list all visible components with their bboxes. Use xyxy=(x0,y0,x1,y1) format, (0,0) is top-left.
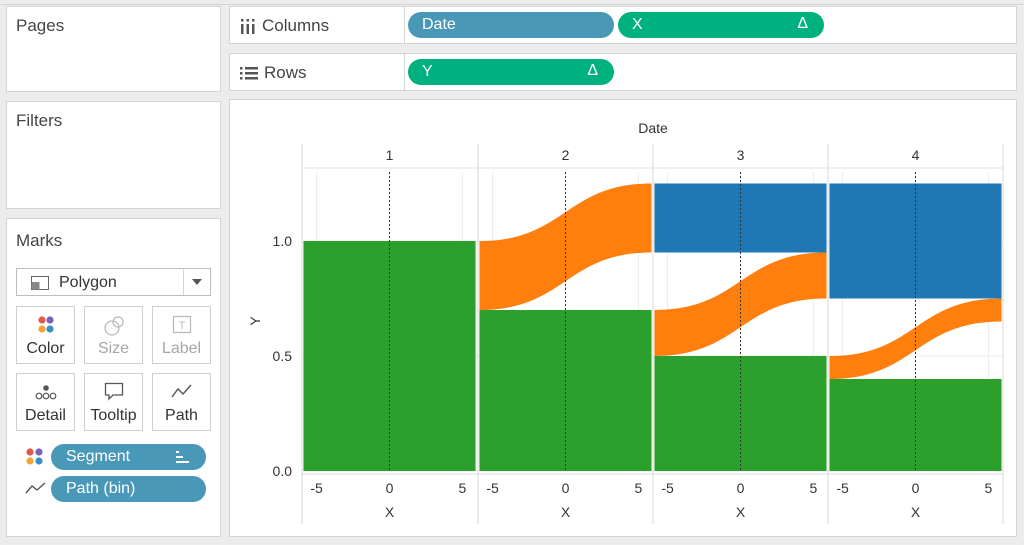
x-tick-label: 0 xyxy=(912,480,920,496)
top-strip xyxy=(0,0,1024,5)
x-axis-label: X xyxy=(385,504,395,520)
path-button[interactable]: Path xyxy=(152,373,211,431)
x-tick-label: 5 xyxy=(635,480,643,496)
x-pill[interactable]: X Δ xyxy=(618,12,824,38)
path-shelf-icon xyxy=(25,482,46,494)
x-tick-label: 0 xyxy=(737,480,745,496)
x-tick-label: 5 xyxy=(459,480,467,496)
path-bin-pill[interactable]: Path (bin) xyxy=(51,476,206,502)
segment-pill-label: Segment xyxy=(66,448,131,465)
column-header-title: Date xyxy=(638,120,668,136)
x-tick-label: -5 xyxy=(486,480,499,496)
size-button[interactable]: Size xyxy=(84,306,143,364)
x-tick-label: 5 xyxy=(810,480,818,496)
polygon-mark-icon xyxy=(31,276,49,290)
x-tick-label: 5 xyxy=(985,480,993,496)
y-pill-label: Y xyxy=(422,63,433,80)
mark-type-label: Polygon xyxy=(59,274,117,291)
label-icon: T xyxy=(153,315,210,337)
x-axis-label: X xyxy=(736,504,746,520)
view-area: Date 1 -5 0 5 X 2 -5 0 5 X 3 -5 0 5 X 4 -5 0 5 X 0.0 0.5 1.0 Y xyxy=(229,99,1017,537)
color-button-label: Color xyxy=(26,340,65,357)
pages-card[interactable]: Pages xyxy=(6,6,221,92)
x-tick-label: -5 xyxy=(661,480,674,496)
svg-text:T: T xyxy=(178,320,185,332)
chart-svg: Date 1 -5 0 5 X 2 -5 0 5 X 3 -5 0 5 X 4 -5 0 5 X 0.0 0.5 1.0 Y xyxy=(247,120,1004,524)
path-button-label: Path xyxy=(165,407,198,424)
color-button[interactable]: Color xyxy=(16,306,75,364)
rows-divider xyxy=(404,54,405,90)
x-axis-label: X xyxy=(911,504,921,520)
color-icon xyxy=(17,315,74,337)
tooltip-button[interactable]: Tooltip xyxy=(84,373,143,431)
size-button-label: Size xyxy=(97,340,130,357)
y-tick-label: 1.0 xyxy=(273,233,293,249)
x-pill-label: X xyxy=(632,16,643,33)
path-bin-pill-label: Path (bin) xyxy=(66,480,136,497)
y-axis-label: Y xyxy=(247,316,263,326)
polygon-band xyxy=(479,310,652,471)
y-pill[interactable]: Y Δ xyxy=(408,59,614,85)
x-tick-label: -5 xyxy=(310,480,323,496)
rows-label: Rows xyxy=(264,63,307,82)
y-tick-label: 0.5 xyxy=(273,348,293,364)
panel-header-label: 2 xyxy=(562,147,570,163)
x-tick-label: 0 xyxy=(386,480,394,496)
x-tick-label: 0 xyxy=(562,480,570,496)
label-button[interactable]: T Label xyxy=(152,306,211,364)
date-pill-label: Date xyxy=(422,16,456,33)
columns-label: Columns xyxy=(262,16,330,35)
x-axis-label: X xyxy=(561,504,571,520)
columns-divider xyxy=(404,7,405,43)
tooltip-icon xyxy=(85,382,142,404)
panel-header-label: 4 xyxy=(912,147,920,163)
path-icon xyxy=(153,382,210,404)
mark-type-dropdown[interactable]: Polygon xyxy=(16,268,211,296)
filters-title: Filters xyxy=(16,111,63,130)
sort-icon xyxy=(176,451,189,463)
rows-shelf-label: Rows xyxy=(240,63,307,83)
filters-card[interactable]: Filters xyxy=(6,101,221,209)
date-pill[interactable]: Date xyxy=(408,12,614,38)
rows-shelf[interactable]: Rows xyxy=(229,53,1017,91)
x-delta-icon: Δ xyxy=(797,15,808,32)
panel-header-label: 1 xyxy=(386,147,394,163)
pages-title: Pages xyxy=(16,16,65,35)
columns-icon xyxy=(241,19,255,34)
rows-icon xyxy=(240,67,258,80)
panel-header-label: 3 xyxy=(737,147,745,163)
y-delta-icon: Δ xyxy=(587,62,598,79)
polygon-band xyxy=(479,183,652,310)
chevron-down-icon[interactable] xyxy=(183,269,210,295)
tooltip-button-label: Tooltip xyxy=(90,407,137,424)
marks-title: Marks xyxy=(16,231,63,250)
size-icon xyxy=(85,315,142,337)
detail-button-label: Detail xyxy=(25,407,66,424)
detail-icon xyxy=(17,382,74,404)
color-shelf-icon xyxy=(26,448,43,465)
polygon-band xyxy=(829,298,1002,379)
detail-button[interactable]: Detail xyxy=(16,373,75,431)
segment-pill[interactable]: Segment xyxy=(51,444,206,470)
label-button-label: Label xyxy=(161,340,202,357)
y-tick-label: 0.0 xyxy=(273,463,293,479)
x-tick-label: -5 xyxy=(836,480,849,496)
columns-shelf-label: Columns xyxy=(240,16,329,36)
